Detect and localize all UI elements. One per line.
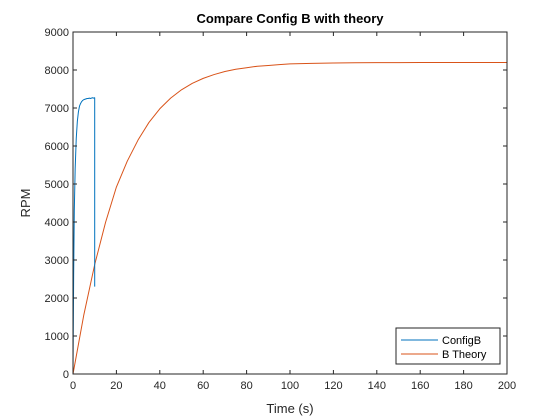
x-tick-label: 120 <box>324 380 342 392</box>
legend: ConfigB B Theory <box>395 327 501 365</box>
x-tick-label: 60 <box>197 380 209 392</box>
legend-box <box>395 327 501 365</box>
x-tick-label: 180 <box>454 380 472 392</box>
y-tick-label: 0 <box>63 369 69 381</box>
x-tick-label: 40 <box>154 380 166 392</box>
y-tick-label: 1000 <box>45 331 69 343</box>
y-tick-label: 6000 <box>45 141 69 153</box>
series-layer <box>72 61 507 375</box>
y-axis-label: RPM <box>18 189 33 218</box>
x-tick-label: 100 <box>281 380 299 392</box>
y-tick-label: 3000 <box>45 255 69 267</box>
chart-title: Compare Config B with theory <box>196 11 384 26</box>
y-tick-label: 5000 <box>45 179 69 191</box>
x-tick-label: 80 <box>240 380 252 392</box>
x-axis-label: Time (s) <box>266 401 313 416</box>
series-line-configb <box>72 97 96 375</box>
plot-area <box>73 32 507 374</box>
y-tick-label: 8000 <box>45 65 69 77</box>
y-tick-label: 9000 <box>45 27 69 39</box>
x-tick-label: 20 <box>110 380 122 392</box>
x-tick-label: 140 <box>368 380 386 392</box>
ticks-layer: 0 20 40 60 80 100 120 140 160 180 2000100020003000… <box>45 27 517 392</box>
y-tick-label: 7000 <box>45 103 69 115</box>
legend-label-configb: ConfigB <box>442 335 481 347</box>
legend-label-b-theory: B Theory <box>442 349 487 361</box>
y-tick-label: 4000 <box>45 217 69 229</box>
y-tick-label: 2000 <box>45 293 69 305</box>
x-tick-label: 0 <box>70 380 76 392</box>
x-tick-label: 200 <box>498 380 516 392</box>
x-tick-label: 160 <box>411 380 429 392</box>
series-line-b-theory <box>72 61 507 375</box>
